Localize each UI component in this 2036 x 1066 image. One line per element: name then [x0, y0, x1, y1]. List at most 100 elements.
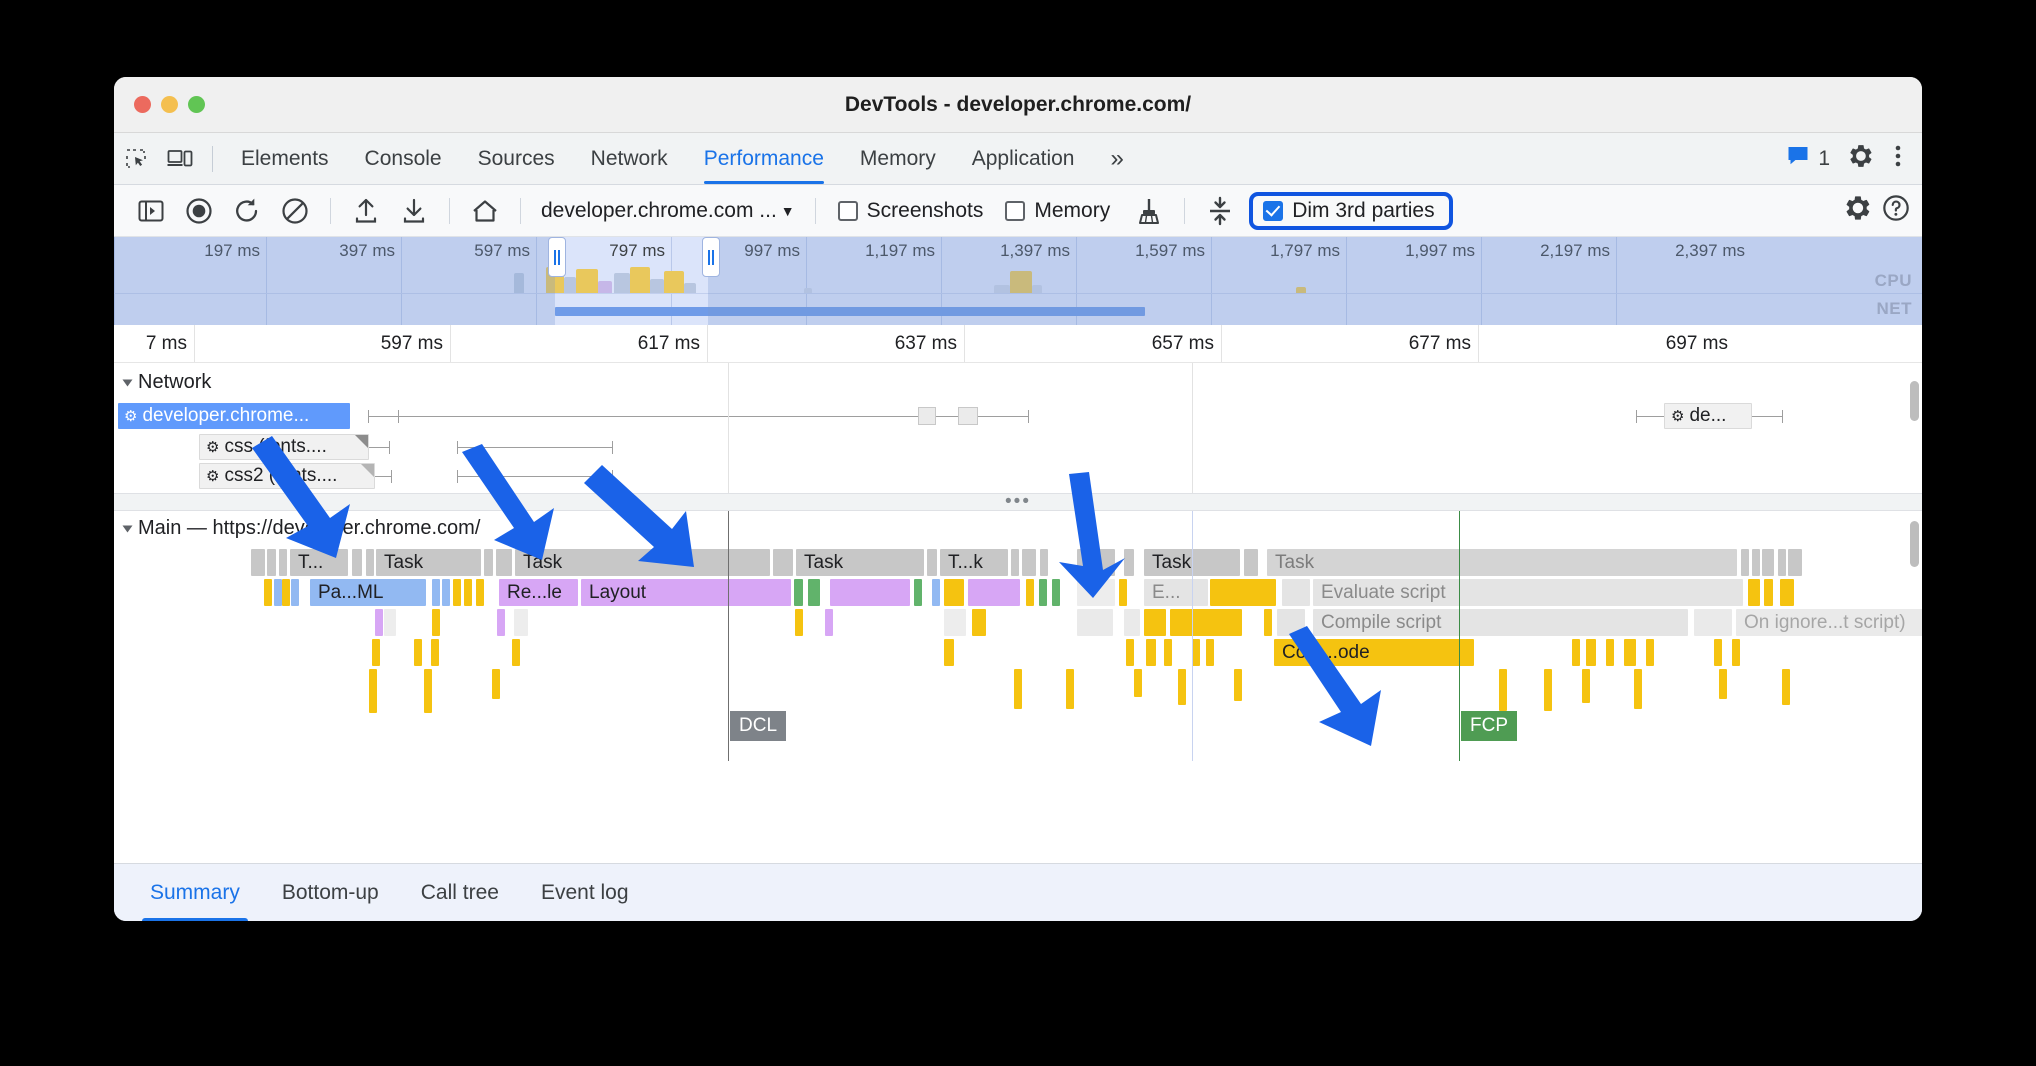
- flame-bar[interactable]: [1077, 549, 1115, 576]
- screenshots-checkbox[interactable]: Screenshots: [828, 195, 994, 227]
- flame-bar-layout[interactable]: Layout: [581, 579, 791, 606]
- flame-bar[interactable]: [366, 549, 374, 576]
- flame-bar[interactable]: [414, 639, 422, 666]
- tab-sources[interactable]: Sources: [477, 146, 555, 170]
- tab-call-tree[interactable]: Call tree: [420, 880, 499, 904]
- flame-bar[interactable]: [932, 579, 940, 606]
- tab-performance[interactable]: Performance: [686, 133, 842, 185]
- flame-bar[interactable]: [476, 579, 484, 606]
- screenshots-checkbox-box[interactable]: [837, 200, 858, 221]
- flame-bar[interactable]: [492, 669, 500, 699]
- flame-bar[interactable]: [1210, 579, 1276, 606]
- flame-bar-recalculate-style[interactable]: Re...le: [499, 579, 578, 606]
- flame-bar[interactable]: [1170, 609, 1242, 636]
- tab-memory[interactable]: Memory: [859, 146, 936, 170]
- flame-bar-parse-html[interactable]: Pa...ML: [310, 579, 426, 606]
- flame-bar[interactable]: [1026, 579, 1034, 606]
- tab-console[interactable]: Console: [364, 146, 442, 170]
- flame-bar[interactable]: [1499, 669, 1507, 711]
- flame-bar[interactable]: [1748, 579, 1760, 606]
- flame-bar[interactable]: [369, 669, 377, 713]
- flame-bar[interactable]: [352, 549, 362, 576]
- flame-bar[interactable]: [442, 579, 450, 606]
- upload-profile-icon[interactable]: [343, 191, 389, 231]
- messages-icon[interactable]: [1786, 145, 1810, 172]
- show-sidebar-icon[interactable]: [128, 191, 174, 231]
- flame-bar[interactable]: [1719, 669, 1727, 699]
- network-request-row[interactable]: ⚙ de...: [1664, 403, 1752, 429]
- tab-application[interactable]: Application: [971, 146, 1075, 170]
- flame-bar[interactable]: [773, 549, 793, 576]
- flame-bar-dimmed[interactable]: E...: [1144, 579, 1208, 606]
- flame-bar[interactable]: [1124, 549, 1134, 576]
- network-request-row[interactable]: ⚙ developer.chrome...: [114, 403, 1922, 429]
- flame-bar-task[interactable]: T...: [290, 549, 348, 576]
- flame-bar[interactable]: [1244, 549, 1258, 576]
- flame-bar[interactable]: [279, 549, 287, 576]
- flame-bar[interactable]: [972, 609, 986, 636]
- flame-bar[interactable]: [944, 639, 954, 666]
- flame-bar[interactable]: [432, 609, 440, 636]
- network-request-box[interactable]: [958, 407, 978, 425]
- inspect-element-icon[interactable]: [114, 142, 158, 176]
- flame-bar[interactable]: [384, 609, 396, 636]
- overview-range-handle-right[interactable]: [702, 237, 720, 277]
- tab-elements[interactable]: Elements: [241, 146, 329, 170]
- flame-bar[interactable]: [927, 549, 937, 576]
- network-request-chip[interactable]: ⚙ css2 (fonts....: [199, 463, 375, 489]
- flame-bar[interactable]: [1732, 639, 1740, 666]
- flame-bar[interactable]: [1040, 549, 1048, 576]
- flame-bar[interactable]: [1077, 609, 1113, 636]
- flame-bar[interactable]: [514, 609, 528, 636]
- flame-bar-task[interactable]: T...k: [940, 549, 1008, 576]
- flame-bar[interactable]: [1572, 639, 1580, 666]
- close-window-button[interactable]: [134, 96, 151, 113]
- flame-bar[interactable]: [267, 549, 276, 576]
- flame-bar[interactable]: [794, 579, 803, 606]
- flame-bar[interactable]: [1126, 639, 1134, 666]
- flame-bar[interactable]: [264, 579, 272, 606]
- help-icon[interactable]: [1882, 194, 1910, 227]
- flame-bar[interactable]: [1277, 609, 1305, 636]
- flame-bar[interactable]: [1119, 579, 1127, 606]
- flame-bar-compile-code[interactable]: Com...ode: [1274, 639, 1474, 666]
- chevron-down-icon[interactable]: [122, 379, 133, 386]
- reload-and-record-icon[interactable]: [224, 191, 270, 231]
- flame-bar[interactable]: [1039, 579, 1047, 606]
- flame-bar[interactable]: [484, 549, 493, 576]
- flame-bar[interactable]: [1646, 639, 1654, 666]
- capture-settings-gear-icon[interactable]: [1844, 194, 1872, 227]
- tab-event-log[interactable]: Event log: [540, 880, 629, 904]
- flame-bar[interactable]: [1788, 549, 1802, 576]
- flame-bar[interactable]: [1124, 609, 1140, 636]
- flame-bar[interactable]: [1077, 579, 1115, 606]
- main-thread-track[interactable]: Main — https://developer.chrome.com/ T..…: [114, 511, 1922, 761]
- network-request-row[interactable]: ⚙ css2 (fonts....: [199, 463, 375, 489]
- flame-bar[interactable]: [1782, 669, 1790, 705]
- flame-bar[interactable]: [453, 579, 461, 606]
- clear-icon[interactable]: [272, 191, 318, 231]
- flame-bar-task-dim[interactable]: Task: [1267, 549, 1737, 576]
- flame-bar[interactable]: [1780, 579, 1794, 606]
- flame-bar[interactable]: [282, 579, 290, 606]
- flame-bar[interactable]: [1066, 669, 1074, 709]
- main-track-scrollbar[interactable]: [1910, 521, 1919, 567]
- flame-bar[interactable]: [496, 549, 512, 576]
- flame-bar[interactable]: [1282, 579, 1310, 606]
- flame-bar[interactable]: [431, 639, 439, 666]
- marker-dcl[interactable]: DCL: [730, 711, 787, 741]
- flame-bar-task[interactable]: Task: [796, 549, 924, 576]
- flame-bar[interactable]: [1694, 609, 1732, 636]
- network-request-chip[interactable]: ⚙ css (fonts....: [199, 434, 369, 460]
- flame-bar[interactable]: [1022, 549, 1036, 576]
- network-request-box[interactable]: [918, 407, 936, 425]
- flame-bar[interactable]: [1778, 549, 1786, 576]
- flame-bar[interactable]: [432, 579, 440, 606]
- network-request-chip[interactable]: ⚙ de...: [1664, 403, 1752, 429]
- flame-bar[interactable]: [808, 579, 820, 606]
- home-icon[interactable]: [462, 191, 508, 231]
- dim-3rd-parties-checkbox-box[interactable]: [1263, 200, 1284, 221]
- flame-bar[interactable]: [291, 579, 299, 606]
- flame-bar[interactable]: [1144, 609, 1166, 636]
- flame-bar[interactable]: [424, 669, 432, 713]
